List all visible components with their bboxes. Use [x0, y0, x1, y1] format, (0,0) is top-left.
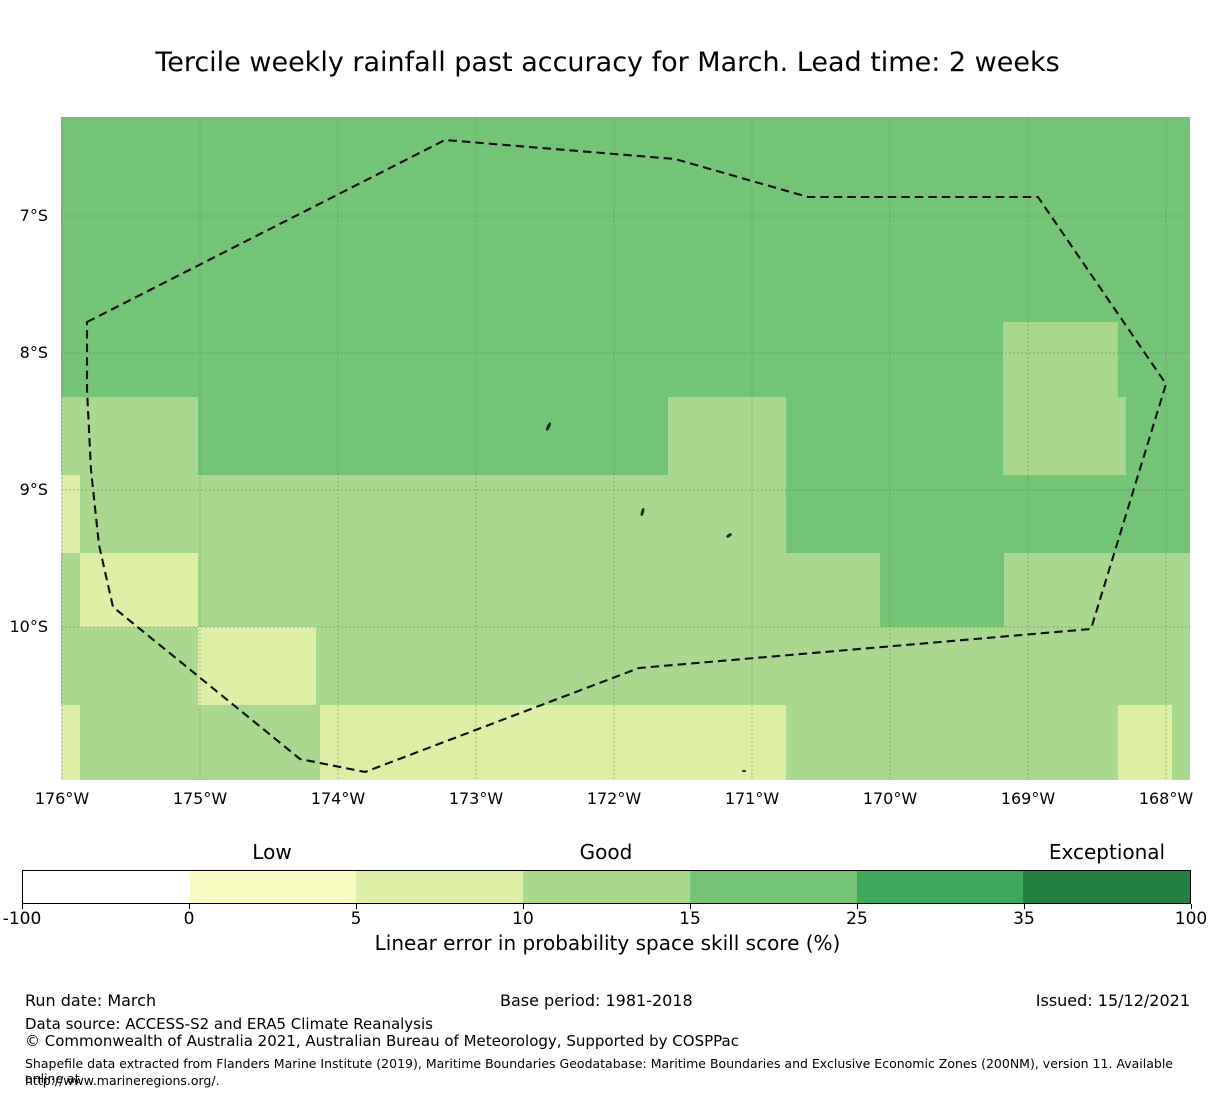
- x-tick-label: 176°W: [34, 789, 90, 808]
- colorbar: [22, 870, 1191, 904]
- colorbar-segment: [856, 871, 1024, 903]
- x-tick-label: 172°W: [586, 789, 642, 808]
- footer-run-date: Run date: March: [25, 991, 157, 1010]
- colorbar-tick-label: -100: [2, 909, 42, 929]
- x-tick-label: 170°W: [862, 789, 918, 808]
- colorbar-tick-label: 35: [1013, 909, 1035, 929]
- footer-shapefile-note: Shapefile data extracted from Flanders M…: [25, 1056, 1173, 1086]
- x-tick-label: 174°W: [310, 789, 366, 808]
- y-tick-label: 10°S: [9, 617, 48, 636]
- map-cell: [1003, 322, 1118, 475]
- colorbar-category-label: Good: [579, 840, 633, 864]
- x-tick-label: 173°W: [448, 789, 504, 808]
- y-tick-label: 7°S: [19, 206, 48, 225]
- colorbar-tickmark: [22, 904, 23, 909]
- map-cell: [61, 117, 1190, 397]
- map-overlay: [61, 117, 1190, 780]
- map-cell: [61, 475, 80, 553]
- x-tick-label: 171°W: [724, 789, 780, 808]
- footer-data-source: Data source: ACCESS-S2 and ERA5 Climate …: [25, 1015, 433, 1033]
- eez-boundary-path: [85, 138, 1168, 774]
- footer-issued: Issued: 15/12/2021: [1035, 991, 1190, 1010]
- colorbar-tickmark: [523, 904, 524, 909]
- map-cell: [198, 627, 316, 705]
- colorbar-segment: [23, 871, 190, 903]
- colorbar-tick-label: 5: [350, 909, 362, 929]
- colorbar-segment: [689, 871, 857, 903]
- colorbar-tick-label: 15: [679, 909, 701, 929]
- colorbar-category-label: Exceptional: [1048, 840, 1166, 864]
- chart-title: Tercile weekly rainfall past accuracy fo…: [155, 47, 1060, 78]
- colorbar-segment: [523, 871, 690, 903]
- colorbar-tickmark: [356, 904, 357, 909]
- colorbar-tickmark: [690, 904, 691, 909]
- colorbar-tickmark: [1191, 904, 1192, 909]
- map-cell: [880, 553, 1004, 627]
- x-tick-label: 175°W: [172, 789, 228, 808]
- colorbar-segment: [356, 871, 524, 903]
- map-cell: [61, 705, 80, 780]
- map-cell: [1118, 705, 1172, 780]
- colorbar-segment: [189, 871, 357, 903]
- map-plot: [61, 117, 1190, 780]
- map-cell: [320, 705, 786, 780]
- map-cell: [1126, 397, 1190, 475]
- map-cell: [198, 397, 668, 475]
- map-cell: [786, 475, 1190, 553]
- x-tick-label: 169°W: [1000, 789, 1056, 808]
- x-tick-label: 168°W: [1138, 789, 1194, 808]
- colorbar-tickmark: [857, 904, 858, 909]
- colorbar-tickmark: [189, 904, 190, 909]
- island-mark: [742, 770, 746, 772]
- colorbar-axis-label: Linear error in probability space skill …: [374, 931, 841, 955]
- colorbar-tickmark: [1024, 904, 1025, 909]
- colorbar-tick-label: 0: [183, 909, 195, 929]
- colorbar-category-label: Low: [252, 840, 292, 864]
- footer-copyright: © Commonwealth of Australia 2021, Austra…: [25, 1032, 739, 1050]
- map-cell: [80, 553, 198, 627]
- footer-shapefile-url: http://www.marineregions.org/.: [25, 1073, 220, 1088]
- colorbar-segment: [1023, 871, 1191, 903]
- map-cell: [786, 397, 1008, 475]
- y-tick-label: 8°S: [19, 343, 48, 362]
- colorbar-tick-label: 10: [512, 909, 534, 929]
- y-tick-label: 9°S: [19, 480, 48, 499]
- footer-base-period: Base period: 1981-2018: [500, 991, 693, 1010]
- colorbar-tick-label: 25: [846, 909, 868, 929]
- colorbar-tick-label: 100: [1174, 909, 1208, 929]
